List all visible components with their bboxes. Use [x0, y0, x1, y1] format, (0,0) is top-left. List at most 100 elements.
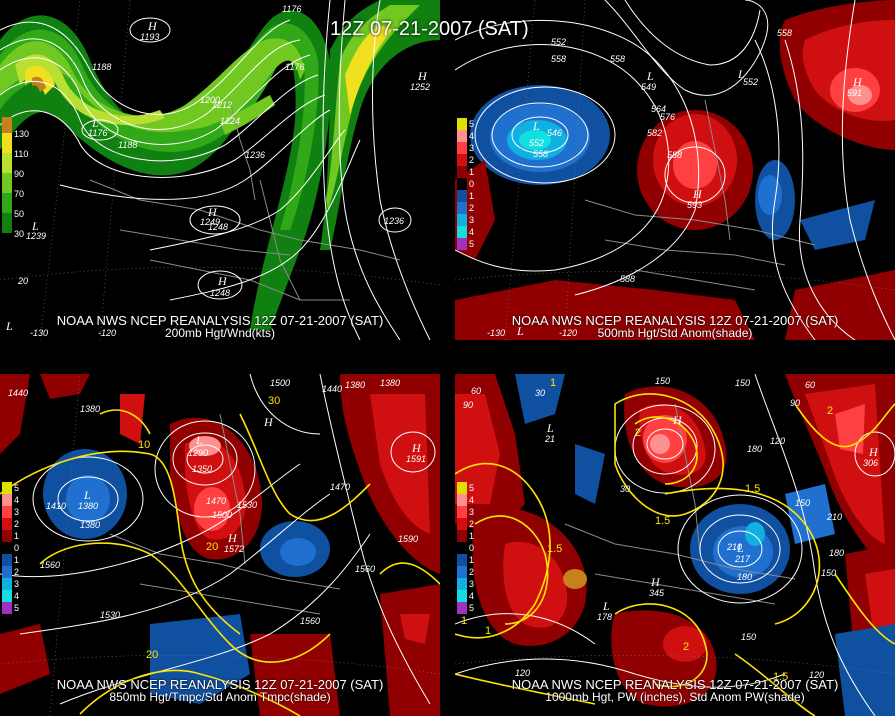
contour-label: 1290 [188, 448, 208, 458]
legend-swatch [2, 494, 12, 506]
legend-label: 3 [469, 143, 475, 153]
caption-source: NOAA NWS NCEP REANALYSIS 12Z 07-21-2007 … [511, 677, 839, 692]
legend-swatch [457, 590, 467, 602]
low-marker: L [91, 116, 99, 130]
temperature-contours [0, 409, 440, 716]
contour-label: 1500 [270, 378, 290, 388]
contour-label: 1440 [322, 384, 342, 394]
legend-swatch [457, 482, 467, 494]
panel-850mb: 1440 1380 1500 1380 1410 1380 1560 1530 … [0, 374, 440, 716]
panel-1000mb: 150 30 90 60 150 180 120 90 60 30 210 15… [455, 374, 895, 716]
longitude-label: -130 [487, 328, 505, 338]
contour-label: 558 [777, 28, 792, 38]
map-500mb: 552 558 558 582 588 588 576 564 558 552 … [455, 0, 895, 340]
pw-label: 1 [485, 625, 491, 637]
contour-label: 60 [805, 380, 815, 390]
legend-label: 3 [469, 215, 475, 225]
contour-label: 1500 [212, 510, 232, 520]
contour-label: 1350 [192, 464, 212, 474]
low-marker: L [31, 219, 39, 233]
legend-label: 2 [469, 567, 475, 577]
latlon-grid [455, 0, 895, 340]
high-marker: H [672, 413, 683, 427]
contour-label: 588 [667, 150, 682, 160]
high-marker: H [692, 187, 703, 201]
legend-label: 2 [14, 567, 20, 577]
low-marker: L [532, 119, 540, 133]
latitude-label: 20 [17, 276, 28, 286]
high-value: 1572 [224, 544, 244, 554]
contour-label: 1188 [92, 62, 111, 72]
legend-swatch [2, 133, 12, 153]
legend-label: 2 [469, 203, 475, 213]
contour-label: 558 [610, 54, 625, 64]
anomaly-shading [455, 0, 895, 340]
temp-label: 20 [206, 541, 218, 553]
low-marker: L [195, 433, 203, 447]
legend-swatch [2, 193, 12, 213]
low-value: 21 [544, 434, 555, 444]
caption-source: NOAA NWS NCEP REANALYSIS 12Z 07-21-2007 … [56, 677, 384, 692]
legend-swatch [2, 117, 12, 133]
contour-label: 90 [790, 398, 800, 408]
legend-label: 50 [14, 209, 25, 219]
pw-label: 1 [461, 615, 467, 627]
legend-swatch [457, 178, 467, 190]
contour-label: 180 [737, 572, 752, 582]
legend-label: 4 [469, 227, 475, 237]
contour-label: 210 [726, 542, 742, 552]
high-marker: H [852, 75, 863, 89]
contour-label: 558 [551, 54, 566, 64]
legend-label: 2 [469, 155, 475, 165]
legend-swatch [457, 238, 467, 250]
high-value: 1252 [410, 82, 430, 92]
panel-500mb: 552 558 558 582 588 588 576 564 558 552 … [455, 0, 895, 340]
longitude-label: -120 [98, 328, 116, 338]
legend-swatch [457, 166, 467, 178]
contour-label: 1440 [8, 388, 28, 398]
contour-label: 1560 [300, 616, 320, 626]
low-marker: L [83, 488, 91, 502]
legend-label: 4 [14, 495, 20, 505]
caption-field: 500mb Hgt/Std Anom(shade) [597, 326, 753, 340]
contour-label: 150 [741, 632, 756, 642]
panel-caption: NOAA NWS NCEP REANALYSIS 12Z 07-21-2007 … [0, 314, 440, 340]
legend-swatch [457, 518, 467, 530]
contour-label: 150 [795, 498, 810, 508]
legend-swatch [2, 173, 12, 193]
legend-label: 0 [469, 179, 475, 189]
high-marker: H [227, 531, 238, 545]
legend-swatch [457, 578, 467, 590]
pw-label: 1 [550, 377, 556, 389]
contour-label: 1380 [80, 404, 100, 414]
legend-swatch [457, 542, 467, 554]
contour-labels: 1188 1200 1212 1224 1236 1248 1176 1188 … [92, 4, 404, 232]
pressure-centers: H 1193 L 1176 H 1252 H 1249 H 1248 L 123… [5, 19, 430, 333]
contour-label: 552 [551, 37, 566, 47]
anomaly-shading [0, 374, 440, 716]
high-value: 306 [863, 458, 878, 468]
legend-label: 110 [14, 149, 29, 159]
legend-label: 1 [14, 555, 20, 565]
map-1000mb: 150 30 90 60 150 180 120 90 60 30 210 15… [455, 374, 895, 716]
contour-label: 1236 [245, 150, 265, 160]
low-marker: L [646, 69, 654, 83]
contour-label: 150 [655, 376, 670, 386]
legend-label: 4 [14, 591, 20, 601]
legend-swatch [2, 213, 12, 233]
legend-label: 0 [469, 543, 475, 553]
map-200mb: 1188 1200 1212 1224 1236 1248 1176 1188 … [0, 0, 440, 340]
contour-label: 1470 [206, 496, 226, 506]
contour-labels: 552 558 558 582 588 588 576 564 558 552 … [529, 28, 792, 284]
contour-label: 120 [770, 436, 785, 446]
legend-swatch [2, 590, 12, 602]
legend-label: 3 [469, 507, 475, 517]
high-marker: H [147, 19, 158, 33]
panel-caption: NOAA NWS NCEP REANALYSIS 12Z 07-21-2007 … [455, 314, 895, 340]
pw-label: 1.5 [745, 483, 760, 495]
pressure-centers: L 21 H 345 L 178 L 217 H H 306 [544, 413, 879, 622]
legend-label: 130 [14, 129, 30, 139]
legend-label: 1 [469, 167, 475, 177]
low-value: 549 [641, 82, 656, 92]
legend-swatch [2, 566, 12, 578]
